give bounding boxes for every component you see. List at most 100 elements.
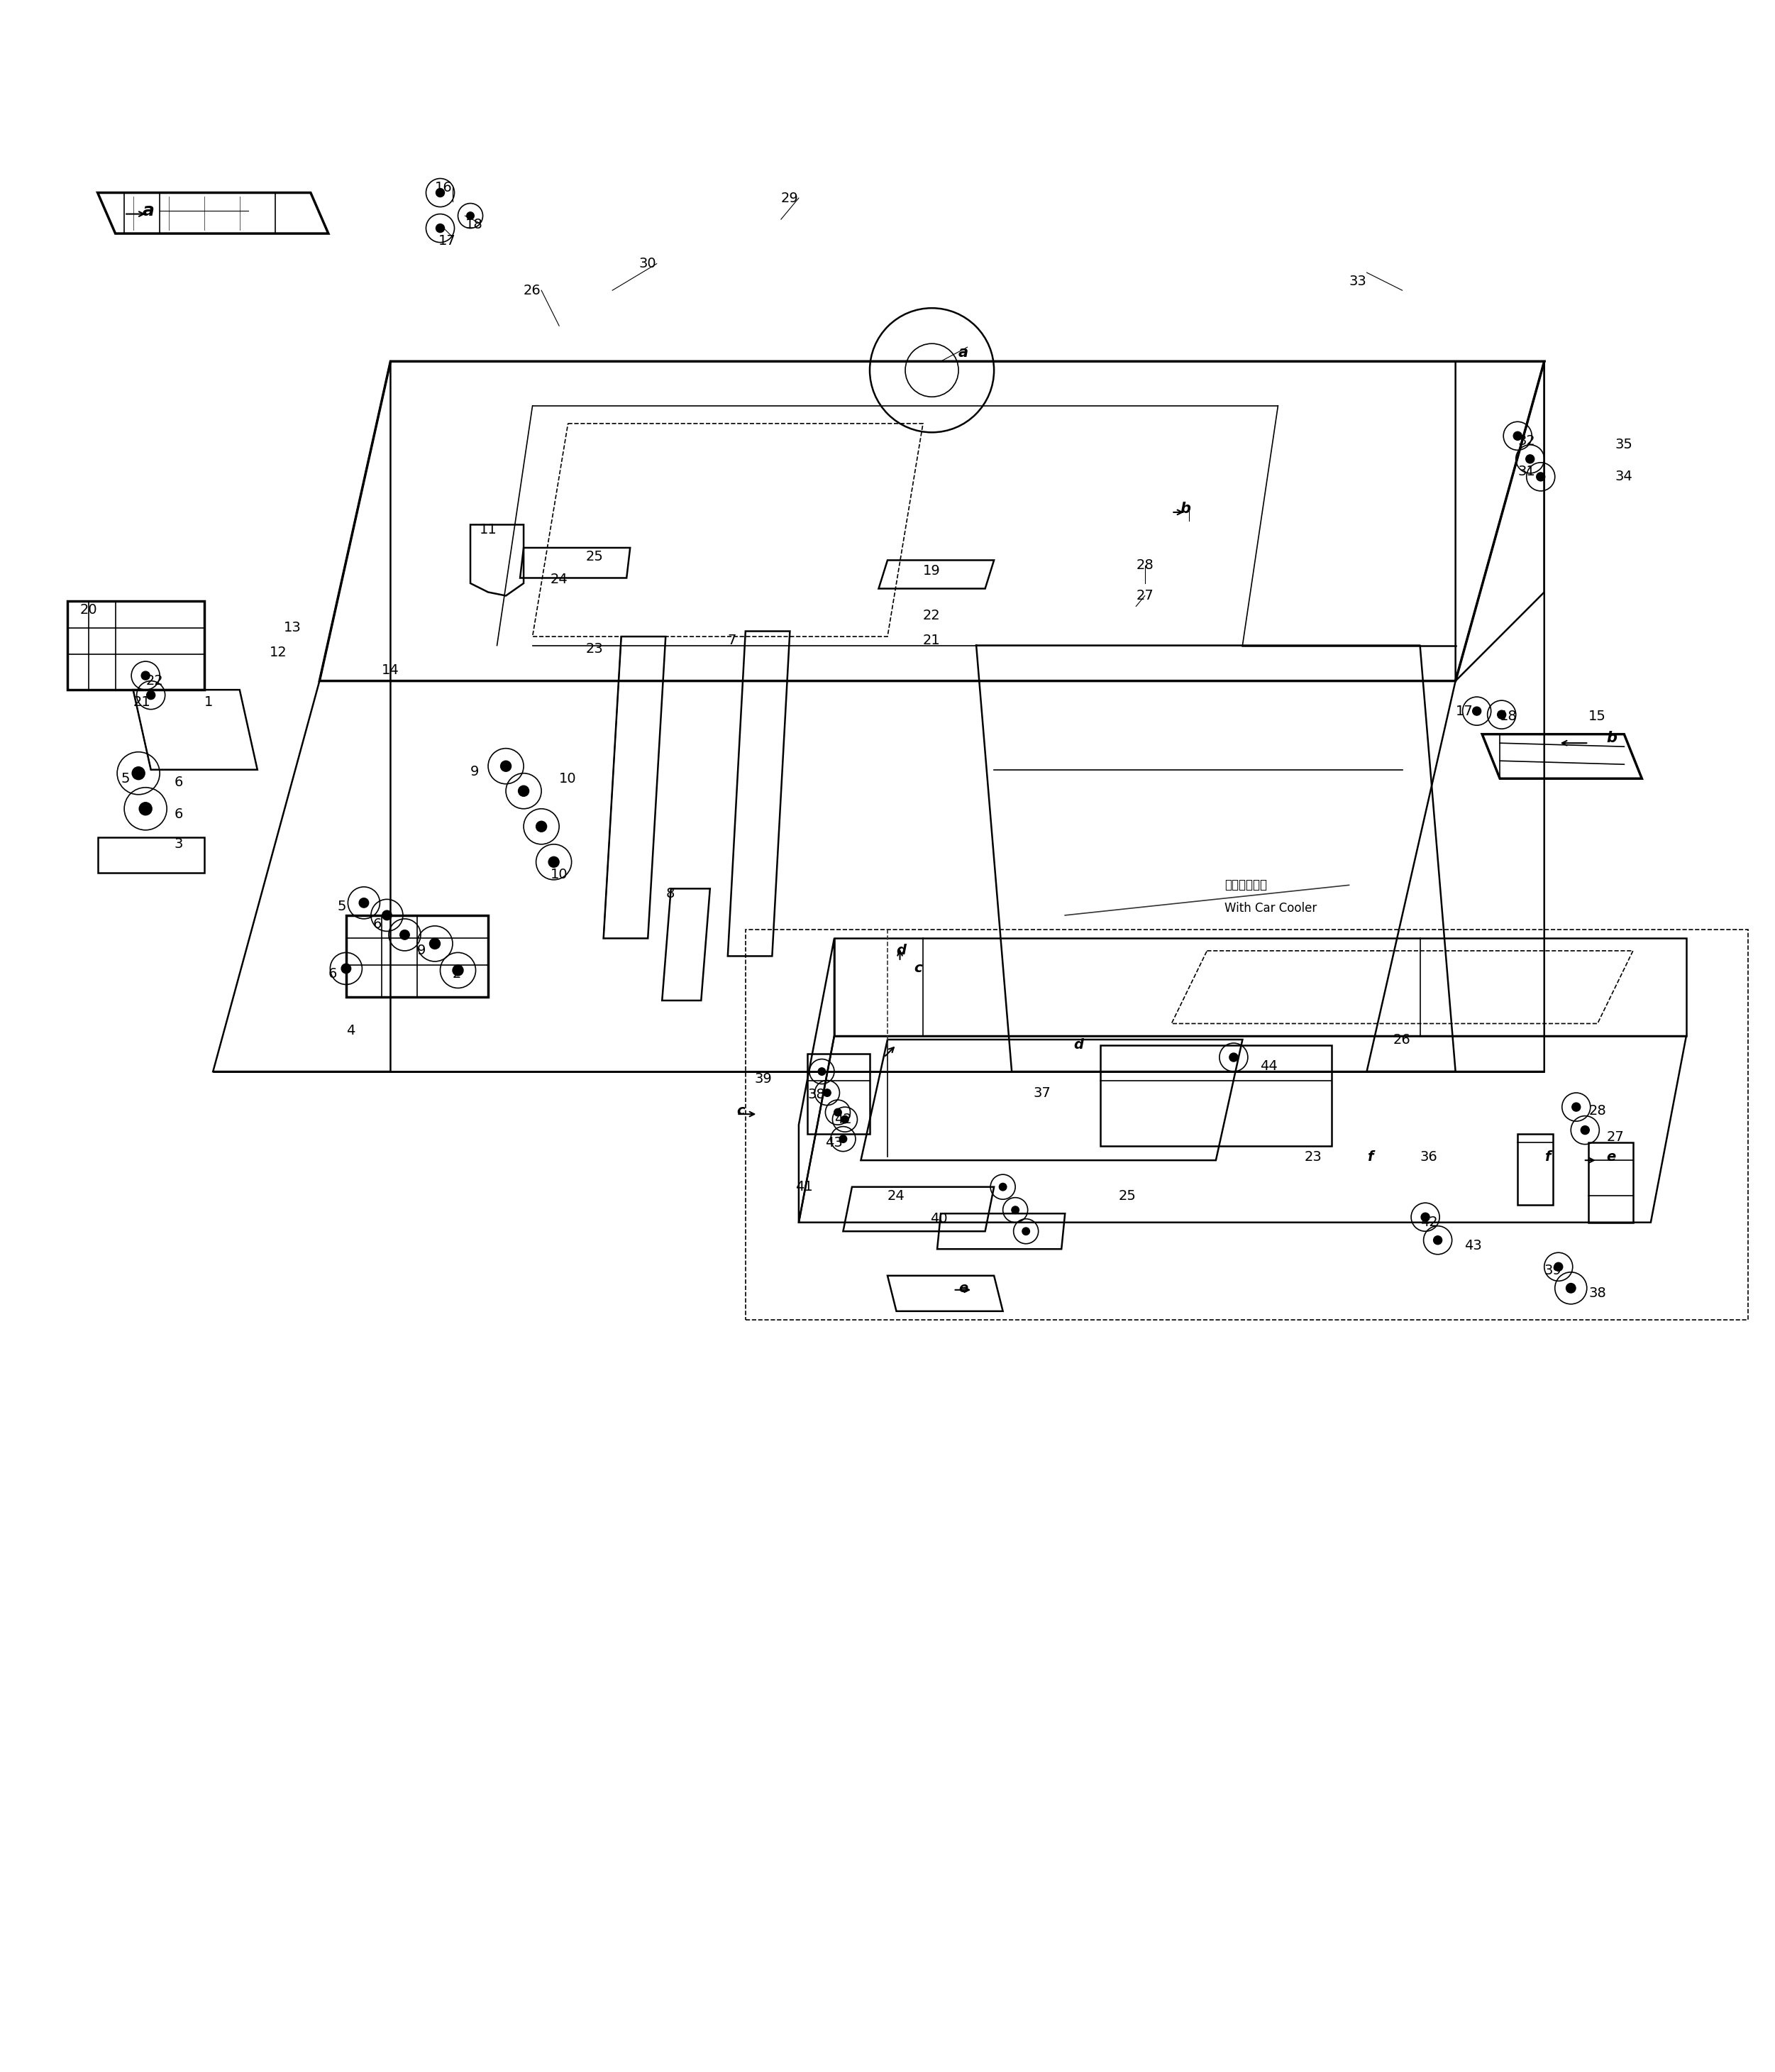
Circle shape [142, 671, 149, 680]
Text: e: e [959, 1280, 967, 1295]
Text: 31: 31 [1518, 464, 1535, 479]
Text: 24: 24 [550, 574, 568, 586]
Text: 40: 40 [930, 1212, 948, 1227]
Text: 12: 12 [270, 646, 288, 659]
Circle shape [437, 189, 444, 197]
Circle shape [1566, 1283, 1576, 1293]
Text: 14: 14 [382, 663, 399, 678]
Text: 17: 17 [438, 234, 456, 247]
Text: 9: 9 [470, 765, 479, 779]
Text: 43: 43 [825, 1135, 843, 1150]
Text: 35: 35 [1615, 437, 1633, 452]
Text: 28: 28 [1589, 1104, 1606, 1117]
Text: 1: 1 [204, 696, 213, 709]
Circle shape [824, 1090, 831, 1096]
Text: 20: 20 [80, 603, 98, 617]
Text: 25: 25 [1118, 1189, 1136, 1202]
Text: 23: 23 [1305, 1150, 1322, 1164]
Circle shape [1514, 431, 1521, 439]
Text: 26: 26 [1393, 1032, 1411, 1046]
Text: 26: 26 [524, 284, 541, 296]
Circle shape [501, 760, 511, 771]
Circle shape [430, 939, 440, 949]
Text: 30: 30 [639, 257, 657, 271]
Circle shape [548, 856, 559, 868]
Circle shape [1555, 1262, 1562, 1270]
Text: 22: 22 [146, 673, 163, 688]
Text: 13: 13 [284, 622, 302, 634]
Circle shape [1434, 1235, 1441, 1245]
Circle shape [399, 930, 410, 939]
Text: 19: 19 [923, 564, 941, 578]
Circle shape [1582, 1125, 1589, 1133]
Text: 24: 24 [888, 1189, 905, 1202]
Text: 42: 42 [834, 1113, 852, 1127]
Circle shape [138, 802, 153, 814]
Text: 23: 23 [586, 642, 604, 655]
Text: 6: 6 [373, 918, 382, 930]
Text: 41: 41 [795, 1181, 813, 1193]
Text: d: d [1074, 1038, 1085, 1053]
Circle shape [1498, 711, 1505, 719]
Text: 4: 4 [346, 1024, 355, 1038]
Text: 37: 37 [1033, 1086, 1051, 1100]
Circle shape [1526, 454, 1534, 464]
Text: 34: 34 [1615, 470, 1633, 483]
Text: 5: 5 [121, 773, 130, 785]
Text: 18: 18 [465, 218, 483, 232]
Circle shape [518, 785, 529, 796]
Text: 21: 21 [923, 634, 941, 646]
Text: 8: 8 [666, 887, 674, 901]
Text: 6: 6 [174, 808, 183, 821]
Text: 29: 29 [781, 191, 799, 205]
Circle shape [453, 966, 463, 976]
Circle shape [1537, 472, 1544, 481]
Text: 28: 28 [1136, 559, 1154, 572]
Circle shape [1230, 1053, 1237, 1061]
Text: 10: 10 [550, 868, 568, 881]
Circle shape [841, 1115, 848, 1123]
Circle shape [536, 821, 547, 831]
Text: With Car Cooler: With Car Cooler [1225, 901, 1317, 914]
Text: 21: 21 [133, 696, 151, 709]
Text: 6: 6 [174, 775, 183, 789]
Text: 3: 3 [174, 837, 183, 852]
Text: f: f [1367, 1150, 1372, 1164]
Text: 38: 38 [1589, 1287, 1606, 1299]
Text: 25: 25 [586, 549, 604, 564]
Text: 38: 38 [808, 1088, 825, 1102]
Text: 39: 39 [754, 1071, 772, 1086]
Text: 27: 27 [1606, 1131, 1624, 1144]
Text: 17: 17 [1456, 704, 1473, 717]
Circle shape [818, 1067, 825, 1075]
Circle shape [1012, 1206, 1019, 1214]
Circle shape [359, 897, 369, 908]
Text: 2: 2 [453, 968, 462, 980]
Circle shape [1422, 1212, 1429, 1220]
Text: 15: 15 [1589, 711, 1606, 723]
Circle shape [1473, 707, 1480, 715]
Text: f: f [1544, 1150, 1550, 1164]
Text: 22: 22 [923, 609, 941, 622]
Text: 9: 9 [417, 945, 426, 957]
Text: 5: 5 [337, 899, 346, 914]
Text: 16: 16 [435, 180, 453, 195]
Circle shape [1022, 1227, 1030, 1235]
Text: a: a [142, 201, 154, 220]
Circle shape [999, 1183, 1006, 1191]
Text: 33: 33 [1349, 276, 1367, 288]
Text: a: a [959, 346, 969, 361]
Circle shape [131, 767, 146, 779]
Text: 32: 32 [1518, 435, 1535, 448]
Text: 39: 39 [1544, 1264, 1562, 1276]
Text: 27: 27 [1136, 588, 1154, 603]
Circle shape [341, 963, 351, 974]
Circle shape [467, 211, 474, 220]
Circle shape [834, 1109, 841, 1117]
Text: 44: 44 [1260, 1059, 1278, 1073]
Text: 43: 43 [1464, 1239, 1482, 1251]
Text: 42: 42 [1420, 1216, 1438, 1229]
Circle shape [382, 910, 392, 920]
Text: カークーラ付: カークーラ付 [1225, 879, 1267, 891]
Text: d: d [896, 945, 907, 957]
